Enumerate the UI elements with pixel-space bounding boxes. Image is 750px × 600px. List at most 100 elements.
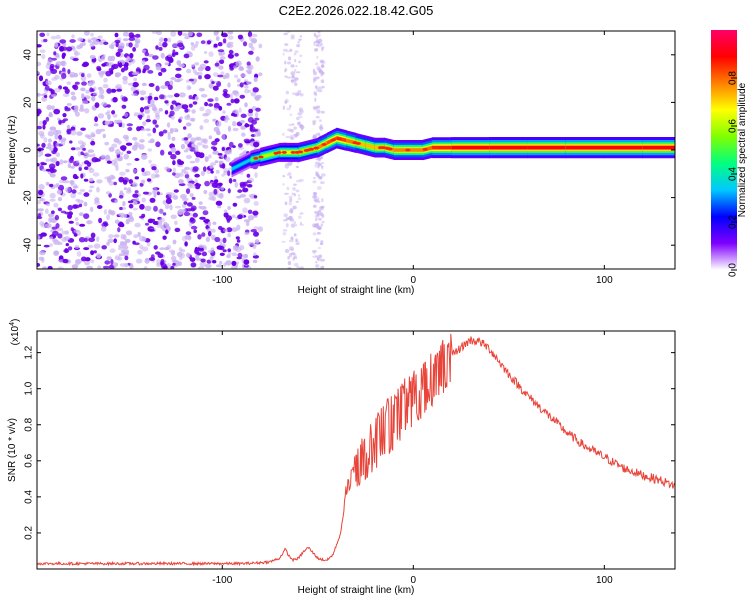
noise-speckle (99, 74, 104, 78)
noise-speckle (158, 208, 164, 214)
noise-speckle (81, 100, 89, 105)
noise-speckle (57, 197, 63, 202)
noise-speckle (171, 259, 178, 263)
noise-speckle (244, 123, 249, 128)
noise-speckle (295, 200, 300, 203)
noise-speckle (144, 258, 150, 264)
noise-speckle (233, 98, 240, 104)
noise-speckle (67, 163, 72, 169)
noise-speckle (93, 243, 101, 249)
noise-speckle (50, 35, 57, 40)
noise-speckle (231, 227, 238, 232)
noise-speckle (57, 233, 63, 239)
spectrogram-xtick-label: -100 (212, 275, 232, 286)
noise-speckle (160, 149, 165, 156)
noise-speckle (55, 152, 61, 157)
noise-speckle (190, 262, 197, 268)
noise-speckle (293, 262, 299, 267)
noise-speckle (139, 139, 145, 143)
noise-speckle (90, 140, 96, 146)
noise-speckle (210, 170, 214, 174)
noise-speckle (121, 104, 127, 109)
noise-speckle (184, 108, 189, 113)
noise-speckle (71, 189, 77, 194)
noise-speckle (158, 41, 162, 47)
noise-speckle (217, 42, 223, 47)
noise-speckle (312, 232, 317, 236)
noise-speckle (164, 203, 170, 210)
noise-speckle (227, 170, 231, 177)
noise-speckle (198, 152, 205, 159)
noise-speckle (70, 147, 76, 151)
noise-speckle (37, 216, 43, 220)
spectrogram-ytick-label: 40 (23, 49, 34, 61)
noise-speckle (144, 96, 149, 101)
noise-speckle (154, 168, 160, 174)
noise-speckle (246, 61, 251, 66)
noise-speckle (151, 31, 159, 34)
noise-speckle (186, 202, 193, 207)
noise-speckle (183, 149, 189, 153)
noise-speckle (297, 112, 303, 116)
noise-speckle (206, 170, 211, 175)
noise-speckle (289, 197, 293, 202)
ridge-peak (281, 151, 287, 154)
noise-speckle (184, 35, 190, 40)
noise-speckle (240, 113, 247, 119)
noise-speckle (255, 107, 261, 112)
noise-speckle (291, 92, 296, 96)
noise-speckle (312, 204, 317, 208)
noise-speckle (54, 134, 59, 140)
noise-speckle (132, 182, 138, 188)
noise-speckle (45, 202, 51, 207)
noise-speckle (244, 231, 250, 236)
noise-speckle (198, 266, 204, 269)
noise-speckle (128, 216, 135, 223)
noise-speckle (73, 51, 81, 56)
noise-speckle (295, 240, 300, 245)
noise-speckle (172, 239, 177, 245)
noise-speckle (227, 82, 231, 88)
noise-speckle (164, 62, 169, 66)
ridge-peak (294, 151, 300, 154)
noise-speckle (43, 244, 50, 248)
noise-speckle (132, 136, 138, 141)
ridge-peak (336, 137, 342, 141)
noise-speckle (182, 197, 189, 202)
noise-speckle (176, 251, 183, 257)
noise-speckle (47, 142, 52, 148)
noise-speckle (215, 169, 220, 174)
noise-speckle (214, 138, 220, 143)
noise-speckle (315, 255, 319, 258)
noise-speckle (249, 35, 253, 42)
noise-speckle (96, 179, 103, 184)
noise-speckle (247, 215, 255, 221)
noise-speckle (62, 113, 67, 118)
noise-speckle (317, 196, 320, 201)
noise-speckle (155, 85, 160, 92)
noise-speckle (160, 52, 165, 59)
noise-speckle (207, 98, 214, 102)
spectrogram-ridge (231, 127, 675, 178)
noise-speckle (55, 160, 60, 167)
noise-speckle (77, 199, 84, 204)
noise-speckle (81, 63, 89, 68)
noise-speckle (80, 173, 84, 179)
noise-speckle (313, 199, 319, 202)
noise-speckle (148, 83, 155, 87)
noise-speckle (102, 83, 109, 89)
noise-speckle (53, 202, 59, 208)
noise-speckle (294, 77, 299, 81)
noise-speckle (84, 166, 89, 170)
noise-speckle (158, 72, 163, 76)
noise-speckle (175, 73, 182, 79)
noise-speckle (62, 52, 66, 57)
noise-speckle (195, 136, 202, 141)
noise-speckle (67, 246, 73, 251)
noise-speckle (197, 234, 202, 240)
noise-speckle (221, 173, 226, 177)
noise-speckle (316, 88, 319, 92)
noise-speckle (194, 179, 198, 184)
noise-speckle (293, 82, 298, 87)
noise-speckle (39, 32, 46, 37)
